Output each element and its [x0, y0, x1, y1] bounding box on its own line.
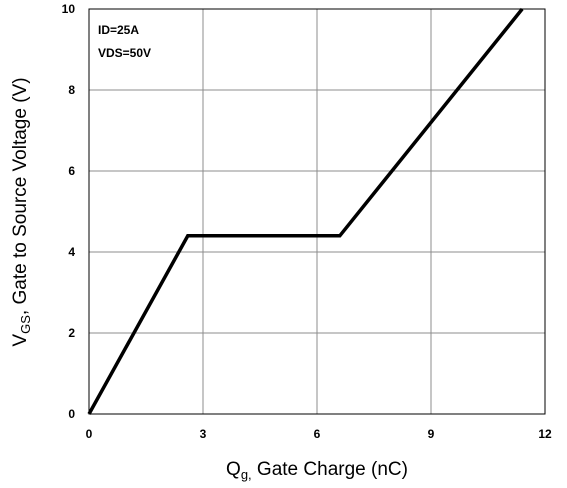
series-line — [87, 7, 524, 415]
y-tick-label: 2 — [68, 326, 75, 340]
annotation-vds: VDS=50V — [98, 46, 151, 60]
plot-frame — [88, 8, 546, 415]
grid-lines — [88, 8, 546, 415]
x-axis-title: Qg, Gate Charge (nC) — [226, 459, 408, 482]
x-tick-label: 12 — [538, 427, 552, 441]
y-axis-title: VGS, Gate to Source Voltage (V) — [10, 77, 33, 346]
x-tick-label: 9 — [428, 427, 435, 441]
x-tick-labels: 0 3 6 9 12 — [86, 427, 552, 441]
x-axis-title-main: Q — [226, 459, 241, 480]
y-tick-labels: 0 2 4 6 8 10 — [62, 2, 76, 421]
y-tick-label: 6 — [68, 164, 75, 178]
x-tick-label: 6 — [314, 427, 321, 441]
y-tick-label: 4 — [68, 245, 75, 259]
x-tick-label: 3 — [200, 427, 207, 441]
series-layer — [87, 7, 524, 415]
x-tick-label: 0 — [86, 427, 93, 441]
x-axis-title-sub: g, — [241, 467, 252, 482]
x-axis-title-rest: Gate Charge (nC) — [252, 459, 408, 480]
y-axis-title-rest: , Gate to Source Voltage (V) — [10, 77, 31, 315]
y-axis-title-sub: GS — [18, 315, 33, 334]
annotation-id: ID=25A — [98, 23, 139, 37]
y-tick-label: 0 — [68, 407, 75, 421]
y-tick-label: 8 — [68, 83, 75, 97]
y-tick-label: 10 — [62, 2, 76, 16]
y-axis-title-main: V — [10, 334, 31, 347]
